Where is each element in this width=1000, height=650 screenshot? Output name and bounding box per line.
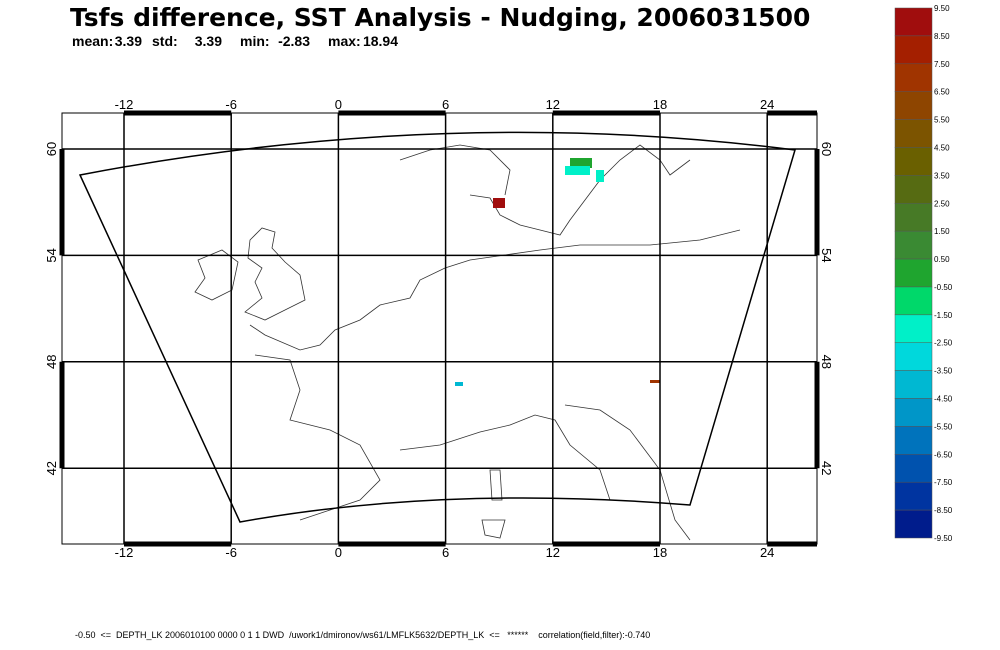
lon-label-top: 12 bbox=[546, 97, 560, 112]
stat-value: 3.39 bbox=[195, 33, 222, 49]
lon-label-bottom: 18 bbox=[653, 545, 667, 560]
colorbar-label: -0.50 bbox=[934, 283, 953, 292]
colorbar-label: -9.50 bbox=[934, 534, 953, 543]
colorbar-label: 4.50 bbox=[934, 143, 950, 152]
title: Tsfs difference, SST Analysis - Nudging,… bbox=[70, 3, 810, 32]
colorbar-swatch bbox=[894, 230, 933, 260]
lon-label-bottom: 12 bbox=[546, 545, 560, 560]
colorbar-label: 7.50 bbox=[934, 60, 950, 69]
colorbar-swatch bbox=[894, 35, 933, 65]
lon-label-bottom: 24 bbox=[760, 545, 774, 560]
colorbar-swatch bbox=[894, 426, 933, 455]
colorbar-label: 8.50 bbox=[934, 32, 950, 41]
lat-label-right: 42 bbox=[819, 461, 834, 475]
colorbar-swatch bbox=[894, 63, 933, 92]
colorbar-label: -1.50 bbox=[934, 311, 953, 320]
colorbar-label: -6.50 bbox=[934, 450, 953, 459]
colorbar-swatch bbox=[894, 454, 933, 483]
lon-label-top: -6 bbox=[225, 97, 237, 112]
lat-label-right: 60 bbox=[819, 142, 834, 156]
colorbar-label: 5.50 bbox=[934, 116, 950, 125]
colorbar-swatch bbox=[894, 286, 933, 316]
lat-label-left: 48 bbox=[44, 355, 59, 369]
lon-label-top: 6 bbox=[442, 97, 449, 112]
lon-label-top: 0 bbox=[335, 97, 342, 112]
colorbar-label: 2.50 bbox=[934, 199, 950, 208]
colorbar: 9.50 8.50 7.50 6.50 5.50 4.50 3.50 2.50 1.50 0.50… bbox=[894, 4, 953, 543]
lon-label-bottom: 6 bbox=[442, 545, 449, 560]
stat-label: std: bbox=[152, 33, 178, 49]
colorbar-label: -5.50 bbox=[934, 422, 953, 431]
colorbar-swatch bbox=[894, 509, 933, 539]
domain-outline bbox=[78, 131, 796, 523]
lat-label-right: 54 bbox=[819, 248, 834, 262]
stat-value: -2.83 bbox=[278, 33, 310, 49]
lon-label-top: 18 bbox=[653, 97, 667, 112]
colorbar-swatch bbox=[894, 119, 933, 148]
colorbar-label: -7.50 bbox=[934, 478, 953, 487]
colorbar-swatch bbox=[894, 258, 933, 288]
lon-label-top: -12 bbox=[115, 97, 134, 112]
lon-label-bottom: -6 bbox=[225, 545, 237, 560]
lat-label-left: 54 bbox=[44, 248, 59, 262]
stat-label: mean: bbox=[72, 33, 113, 49]
colorbar-swatch bbox=[894, 314, 933, 343]
colorbar-label: 9.50 bbox=[934, 4, 950, 13]
lat-label-right: 48 bbox=[819, 355, 834, 369]
lon-label-top: 24 bbox=[760, 97, 774, 112]
colorbar-swatch bbox=[894, 481, 933, 511]
colorbar-swatch bbox=[894, 398, 933, 427]
colorbar-swatch bbox=[894, 7, 933, 37]
colorbar-label: 3.50 bbox=[934, 171, 950, 180]
map-frame bbox=[61, 112, 818, 545]
lat-label-left: 60 bbox=[44, 142, 59, 156]
colorbar-label: -3.50 bbox=[934, 367, 953, 376]
colorbar-label: 6.50 bbox=[934, 88, 950, 97]
graticule: -12 -12 -6 -6 0 0 6 6 12 12 18 18 24 24 60 60 54 54 48 48 42… bbox=[44, 97, 834, 560]
lat-label-left: 42 bbox=[44, 461, 59, 475]
colorbar-label: -8.50 bbox=[934, 506, 953, 515]
colorbar-label: -4.50 bbox=[934, 395, 953, 404]
colorbar-swatch bbox=[894, 342, 933, 371]
colorbar-swatch bbox=[894, 175, 933, 204]
stat-label: max: bbox=[328, 33, 361, 49]
data-patches bbox=[455, 158, 660, 386]
colorbar-swatch bbox=[894, 91, 933, 120]
colorbar-label: -2.50 bbox=[934, 339, 953, 348]
stat-label: min: bbox=[240, 33, 270, 49]
footer: -0.50 <= DEPTH_LK 2006010100 0000 0 1 1 … bbox=[75, 630, 650, 640]
colorbar-label: 0.50 bbox=[934, 255, 950, 264]
coastlines bbox=[194, 144, 741, 541]
colorbar-swatch bbox=[894, 147, 933, 176]
lon-label-bottom: -12 bbox=[115, 545, 134, 560]
colorbar-swatch bbox=[894, 370, 933, 399]
stat-value: 18.94 bbox=[363, 33, 398, 49]
colorbar-swatch bbox=[894, 203, 933, 232]
stat-value: 3.39 bbox=[115, 33, 142, 49]
lon-label-bottom: 0 bbox=[335, 545, 342, 560]
stats: mean: 3.39 std: 3.39 min: -2.83 max: 18.94 bbox=[72, 33, 398, 49]
colorbar-label: 1.50 bbox=[934, 227, 950, 236]
